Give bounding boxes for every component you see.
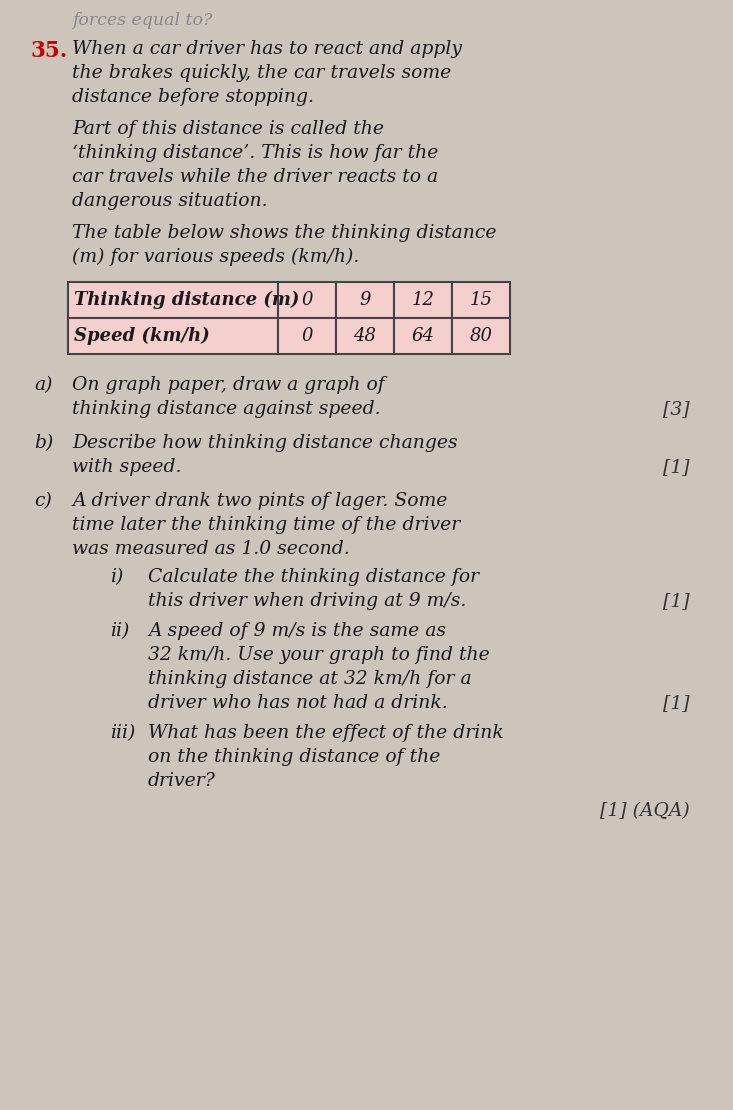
Bar (452, 317, 510, 354)
Text: car travels while the driver reacts to a: car travels while the driver reacts to a (72, 168, 438, 186)
Text: When a car driver has to react and apply: When a car driver has to react and apply (72, 40, 462, 58)
Text: Describe how thinking distance changes: Describe how thinking distance changes (72, 434, 457, 452)
Bar (394, 282, 452, 317)
Text: [1]: [1] (663, 592, 690, 610)
Bar (68, 317, 278, 354)
Text: on the thinking distance of the: on the thinking distance of the (148, 748, 441, 766)
Text: The table below shows the thinking distance: The table below shows the thinking dista… (72, 224, 496, 242)
Text: 35.: 35. (30, 40, 67, 62)
Text: What has been the effect of the drink: What has been the effect of the drink (148, 724, 504, 741)
Text: driver?: driver? (148, 771, 216, 790)
Text: (m) for various speeds (km/h).: (m) for various speeds (km/h). (72, 248, 359, 266)
Text: A speed of 9 m/s is the same as: A speed of 9 m/s is the same as (148, 622, 446, 640)
Text: 80: 80 (470, 327, 493, 345)
Text: 9: 9 (359, 291, 371, 309)
Text: 64: 64 (411, 327, 435, 345)
Bar (452, 282, 510, 317)
Text: [1] (AQA): [1] (AQA) (600, 803, 690, 820)
Text: i): i) (110, 568, 123, 586)
Text: Thinking distance (m): Thinking distance (m) (74, 291, 299, 309)
Bar (336, 317, 394, 354)
Text: the brakes quickly, the car travels some: the brakes quickly, the car travels some (72, 64, 452, 82)
Text: a): a) (34, 376, 53, 394)
Text: was measured as 1.0 second.: was measured as 1.0 second. (72, 539, 350, 558)
Text: 0: 0 (301, 291, 313, 309)
Text: distance before stopping.: distance before stopping. (72, 88, 314, 105)
Text: thinking distance at 32 km/h for a: thinking distance at 32 km/h for a (148, 670, 471, 688)
Bar (278, 282, 336, 317)
Text: On graph paper, draw a graph of: On graph paper, draw a graph of (72, 376, 385, 394)
Text: iii): iii) (110, 724, 136, 741)
Text: b): b) (34, 434, 54, 452)
Text: ii): ii) (110, 622, 130, 640)
Text: Speed (km/h): Speed (km/h) (74, 326, 210, 345)
Bar (336, 282, 394, 317)
Bar (394, 317, 452, 354)
Text: time later the thinking time of the driver: time later the thinking time of the driv… (72, 516, 460, 534)
Text: driver who has not had a drink.: driver who has not had a drink. (148, 694, 448, 712)
Text: [1]: [1] (663, 458, 690, 476)
Text: [3]: [3] (663, 400, 690, 418)
Text: forces equal to?: forces equal to? (72, 12, 213, 29)
Text: dangerous situation.: dangerous situation. (72, 192, 268, 210)
Text: with speed.: with speed. (72, 458, 182, 476)
Text: 0: 0 (301, 327, 313, 345)
Text: ‘thinking distance’. This is how far the: ‘thinking distance’. This is how far the (72, 144, 438, 162)
Text: 32 km/h. Use your graph to find the: 32 km/h. Use your graph to find the (148, 646, 490, 664)
Text: Part of this distance is called the: Part of this distance is called the (72, 120, 384, 138)
Bar (68, 282, 278, 317)
Text: 48: 48 (353, 327, 377, 345)
Bar (278, 317, 336, 354)
Text: c): c) (34, 492, 52, 509)
Text: 12: 12 (411, 291, 435, 309)
Text: thinking distance against speed.: thinking distance against speed. (72, 400, 380, 418)
Text: 15: 15 (470, 291, 493, 309)
Text: Calculate the thinking distance for: Calculate the thinking distance for (148, 568, 479, 586)
Text: [1]: [1] (663, 694, 690, 712)
Text: A driver drank two pints of lager. Some: A driver drank two pints of lager. Some (72, 492, 447, 509)
Text: this driver when driving at 9 m/s.: this driver when driving at 9 m/s. (148, 592, 466, 610)
